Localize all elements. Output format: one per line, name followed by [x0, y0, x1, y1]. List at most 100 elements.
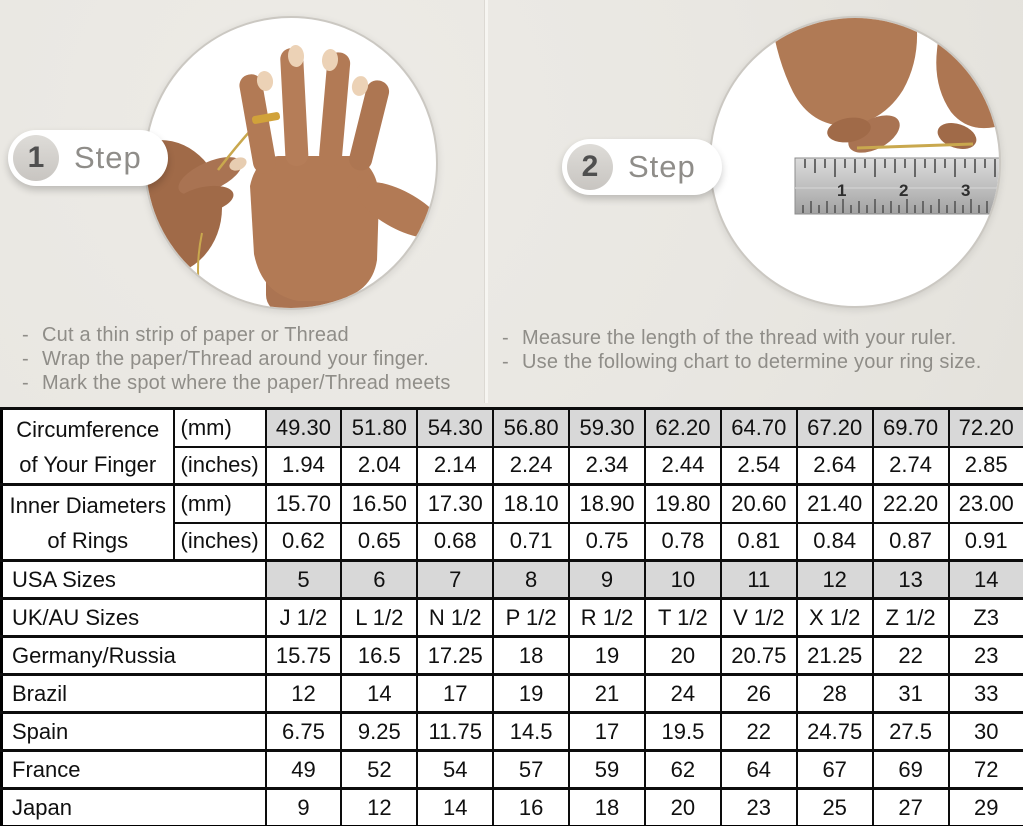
size-value-cell: 17.30 — [416, 483, 495, 524]
size-value-cell: 17 — [568, 711, 646, 752]
note-text: Cut a thin strip of paper or Thread — [42, 324, 349, 346]
size-value-cell: 11.75 — [416, 711, 495, 752]
table-row: Spain 6.75 9.25 11.75 14.5 17 19.5 22 24.75 27.5 3… — [0, 711, 1023, 752]
size-value-cell: 0.91 — [947, 521, 1023, 562]
size-value-cell: 2.34 — [568, 445, 646, 486]
size-value-cell: 2.74 — [871, 445, 950, 486]
size-value-cell: 20.75 — [719, 635, 798, 676]
size-value-cell: 8 — [492, 559, 571, 600]
size-value-cell: 23 — [719, 787, 798, 826]
row-label: Brazil — [0, 673, 267, 714]
instructions-section: 1 Step - Cut a thin strip of paper or Th… — [0, 0, 1023, 407]
size-value-cell: 27 — [871, 787, 950, 826]
size-value-cell: 20 — [643, 635, 722, 676]
size-value-cell: 64.70 — [719, 407, 798, 448]
size-value-cell: 24 — [643, 673, 722, 714]
table-row: (inches) 0.62 0.65 0.68 0.71 0.75 0.78 0.81 0.84… — [2, 521, 1023, 562]
table-row: France 49 52 54 57 59 62 64 67 69 72 — [0, 749, 1023, 790]
size-value-cell: 21.40 — [795, 483, 874, 524]
size-value-cell: 57 — [492, 749, 571, 790]
bullet-dash: - — [502, 327, 509, 349]
size-value-cell: 31 — [871, 673, 950, 714]
size-value-cell: 9 — [264, 787, 343, 826]
note-text: Mark the spot where the paper/Thread mee… — [42, 372, 451, 394]
size-value-cell: 29 — [947, 787, 1023, 826]
size-value-cell: 22.20 — [871, 483, 950, 524]
size-value-cell: 12 — [264, 673, 343, 714]
size-value-cell: 7 — [416, 559, 495, 600]
size-value-cell: 0.75 — [568, 521, 646, 562]
size-value-cell: 28 — [795, 673, 874, 714]
size-value-cell: 72 — [947, 749, 1023, 790]
row-label: UK/AU Sizes — [0, 597, 267, 638]
bullet-dash: - — [22, 348, 29, 370]
size-value-cell: 2.85 — [947, 445, 1023, 486]
size-value-cell: T 1/2 — [643, 597, 722, 638]
table-row: USA Sizes 5 6 7 8 9 10 11 12 13 14 — [0, 559, 1023, 600]
table-row: Inner Diameters of Rings (mm) 15.70 16.50 17… — [0, 483, 1023, 562]
table-row: Brazil 12 14 17 19 21 24 26 28 31 33 — [0, 673, 1023, 714]
step-label: Step — [74, 140, 142, 175]
size-value-cell: 1.94 — [264, 445, 343, 486]
size-value-cell: 11 — [719, 559, 798, 600]
size-value-cell: 30 — [947, 711, 1023, 752]
size-value-cell: 0.81 — [719, 521, 798, 562]
unit-label: (mm) — [172, 483, 267, 524]
note-line: - Use the following chart to determine y… — [502, 351, 1017, 374]
size-value-cell: 14.5 — [492, 711, 571, 752]
size-value-cell: 49.30 — [264, 407, 343, 448]
size-value-cell: 19.80 — [643, 483, 722, 524]
note-text: Use the following chart to determine you… — [522, 351, 982, 373]
row-label: Spain — [0, 711, 267, 752]
size-value-cell: 5 — [264, 559, 343, 600]
size-value-cell: 23 — [947, 635, 1023, 676]
size-value-cell: 21.25 — [795, 635, 874, 676]
size-value-cell: 56.80 — [492, 407, 571, 448]
size-value-cell: 54.30 — [416, 407, 495, 448]
size-value-cell: 69 — [871, 749, 950, 790]
bullet-dash: - — [502, 351, 509, 373]
unit-label: (inches) — [172, 445, 267, 486]
size-value-cell: 2.64 — [795, 445, 874, 486]
size-value-cell: L 1/2 — [340, 597, 419, 638]
step-2-badge: 2 Step — [562, 139, 722, 195]
size-value-cell: 33 — [947, 673, 1023, 714]
size-value-cell: 64 — [719, 749, 798, 790]
step-label: Step — [628, 149, 696, 184]
thread-line — [856, 142, 974, 150]
step-number-badge: 1 — [13, 135, 59, 181]
size-value-cell: 2.14 — [416, 445, 495, 486]
size-value-cell: 27.5 — [871, 711, 950, 752]
size-value-cell: 16.50 — [340, 483, 419, 524]
size-value-cell: 26 — [719, 673, 798, 714]
size-value-cell: 24.75 — [795, 711, 874, 752]
size-value-cell: 62.20 — [643, 407, 722, 448]
note-text: Measure the length of the thread with yo… — [522, 327, 957, 349]
step-number: 1 — [27, 141, 45, 174]
size-value-cell: 12 — [795, 559, 874, 600]
step-1-photo — [144, 16, 438, 310]
row-group-label: Inner Diameters of Rings — [0, 483, 175, 562]
size-value-cell: 72.20 — [947, 407, 1023, 448]
size-value-cell: Z3 — [947, 597, 1023, 638]
size-value-cell: 59 — [568, 749, 646, 790]
size-value-cell: 2.24 — [492, 445, 571, 486]
size-value-cell: 19 — [568, 635, 646, 676]
size-value-cell: 52 — [340, 749, 419, 790]
size-value-cell: 59.30 — [568, 407, 646, 448]
row-label: USA Sizes — [0, 559, 267, 600]
size-value-cell: 18.90 — [568, 483, 646, 524]
size-value-cell: J 1/2 — [264, 597, 343, 638]
size-value-cell: 67 — [795, 749, 874, 790]
step-1-badge: 1 Step — [8, 130, 168, 186]
size-value-cell: 14 — [416, 787, 495, 826]
size-value-cell: 16.5 — [340, 635, 419, 676]
table-row: (inches) 1.94 2.04 2.14 2.24 2.34 2.44 2.54 2.64… — [2, 445, 1023, 486]
step-2-notes: - Measure the length of the thread with … — [502, 327, 1017, 374]
ruler-number: 3 — [961, 181, 970, 200]
size-value-cell: 2.54 — [719, 445, 798, 486]
size-value-cell: 51.80 — [340, 407, 419, 448]
size-value-cell: 14 — [947, 559, 1023, 600]
size-value-cell: 18 — [492, 635, 571, 676]
